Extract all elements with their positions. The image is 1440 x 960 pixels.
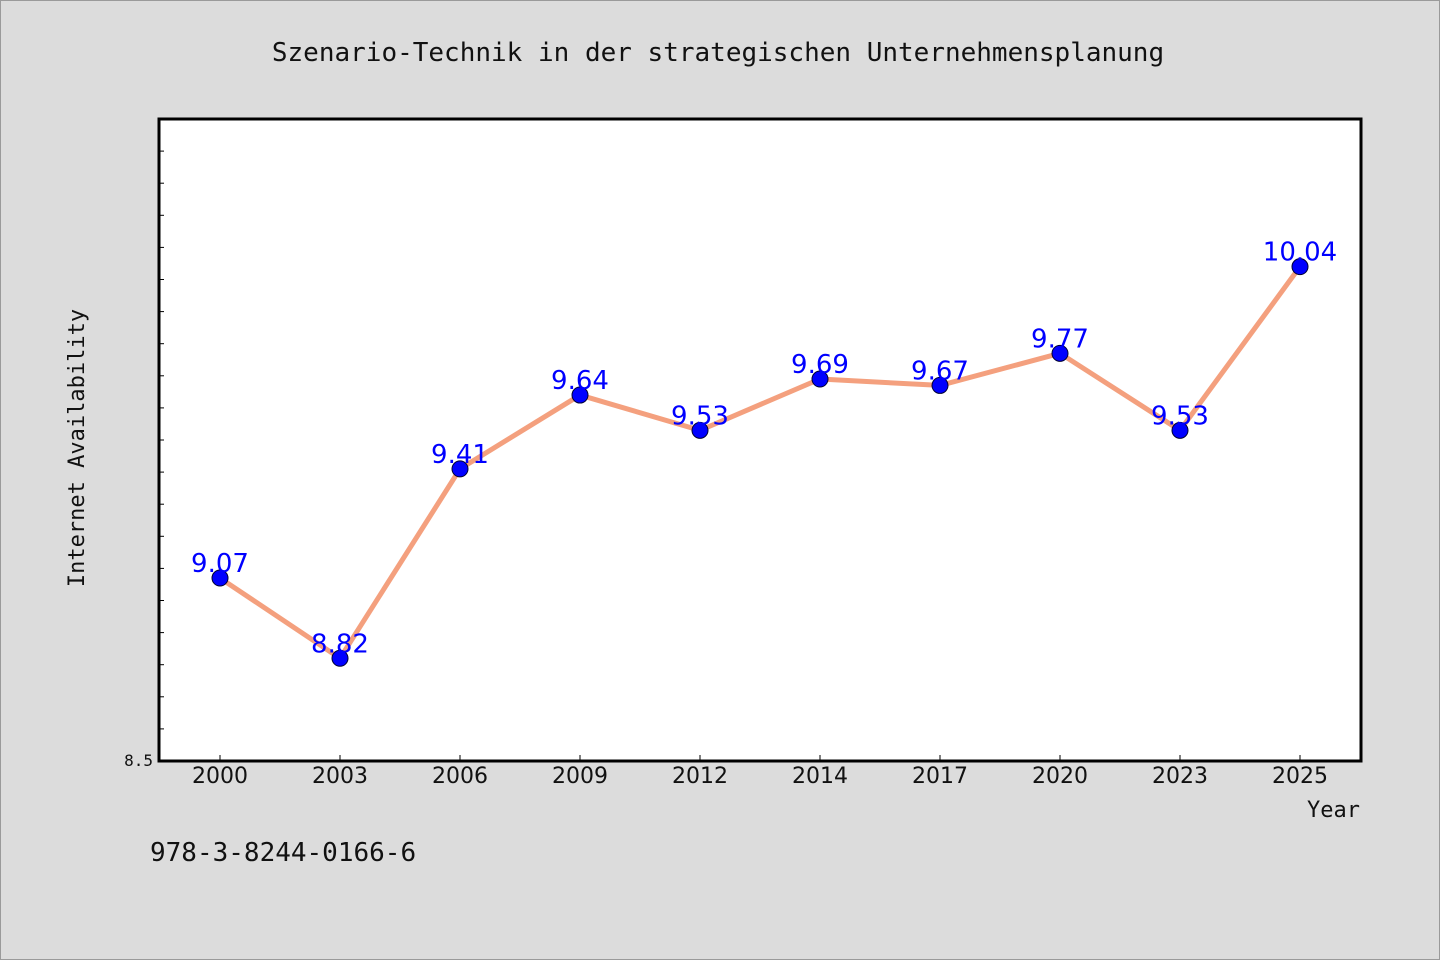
data-point xyxy=(931,376,949,394)
x-tick-label: 2003 xyxy=(312,764,368,789)
plot-area xyxy=(157,117,1363,763)
data-point xyxy=(571,386,589,404)
series-line xyxy=(217,264,1303,661)
series-layer: 9.07 8.82 9.41 9.64 9.53 9.69 9.67 9.77 9.53 10.0… xyxy=(191,238,1337,667)
data-label: 9.53 xyxy=(1151,401,1209,431)
x-axis-label: Year xyxy=(1307,798,1360,823)
x-tick-label: 2025 xyxy=(1272,764,1328,789)
data-point xyxy=(691,421,709,439)
x-tick-label: 2023 xyxy=(1152,764,1208,789)
data-label: 10.04 xyxy=(1263,238,1337,268)
y-axis-ticks xyxy=(158,150,164,762)
data-point xyxy=(811,370,829,388)
data-label: 9.41 xyxy=(431,440,489,470)
data-label: 9.64 xyxy=(551,366,609,396)
x-tick-label: 2014 xyxy=(792,764,848,789)
isbn-footer: 978-3-8244-0166-6 xyxy=(150,838,416,868)
y-axis-label: Internet Availability xyxy=(65,309,90,587)
chart-title: Szenario-Technik in der strategischen Un… xyxy=(272,38,1164,68)
x-tick-label: 2006 xyxy=(432,764,488,789)
data-point xyxy=(1291,258,1309,276)
data-point xyxy=(451,460,469,478)
data-point xyxy=(1051,344,1069,362)
data-label: 9.07 xyxy=(191,549,249,579)
x-tick-label: 2017 xyxy=(912,764,968,789)
data-label: 8.82 xyxy=(311,629,369,659)
data-label: 9.77 xyxy=(1031,324,1089,354)
x-tick-label: 2012 xyxy=(672,764,728,789)
x-tick-label: 2000 xyxy=(192,764,248,789)
data-point xyxy=(1171,421,1189,439)
x-axis-ticks: 2000 2003 2006 2009 2012 2014 2017 2020 2023 2025 xyxy=(192,755,1328,789)
data-label: 9.67 xyxy=(911,356,969,386)
data-label: 9.53 xyxy=(671,401,729,431)
data-point xyxy=(331,649,349,667)
x-tick-label: 2009 xyxy=(552,764,608,789)
data-label: 9.69 xyxy=(791,350,849,380)
y-tick-label-min: 8.5 xyxy=(124,751,153,770)
x-tick-label: 2020 xyxy=(1032,764,1088,789)
data-point xyxy=(211,569,229,587)
